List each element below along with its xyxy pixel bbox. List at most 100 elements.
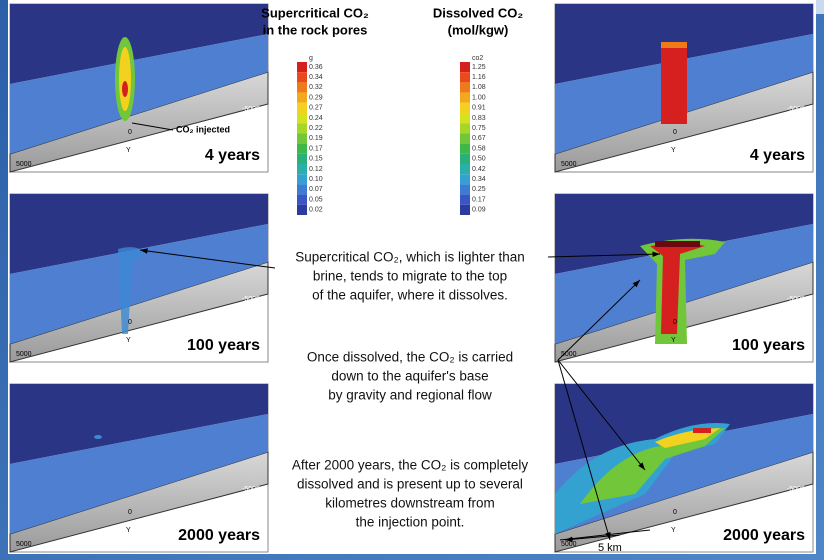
legend-label: 0.19 xyxy=(309,135,323,142)
axis-label: -5000 xyxy=(787,106,805,113)
legend-label: 0.25 xyxy=(472,186,486,193)
legend-label: 0.09 xyxy=(472,207,486,214)
legend-label: 0.36 xyxy=(309,64,323,71)
color-swatch xyxy=(297,184,307,194)
legend-label: 0.17 xyxy=(309,145,323,152)
legend-label: 0.32 xyxy=(309,84,323,91)
axis-label: 5000 xyxy=(561,161,577,168)
legend-title: (mol/kgw) xyxy=(448,22,509,37)
page: {"legends":[ {"title":["Supercritical CO… xyxy=(0,0,824,560)
legend-title: Dissolved CO₂ xyxy=(433,5,524,20)
color-swatch xyxy=(297,113,307,123)
color-swatch xyxy=(460,113,470,123)
figure: -5000 0 Y 5000 4 years -5000 0 Y 5000 100 years -5… xyxy=(0,0,824,560)
color-swatch xyxy=(460,184,470,194)
legend-label: 1.00 xyxy=(472,94,486,101)
axis-label: 5000 xyxy=(16,161,32,168)
axis-label: 0 xyxy=(673,509,677,516)
axis-label: Y xyxy=(671,147,676,154)
legend-label: 0.34 xyxy=(309,74,323,81)
axis-label: Y xyxy=(126,337,131,344)
plume xyxy=(655,241,700,247)
color-swatch xyxy=(460,82,470,92)
color-swatch xyxy=(297,103,307,113)
legend-label: 0.67 xyxy=(472,135,486,142)
axis-label: -5000 xyxy=(242,486,260,493)
color-swatch xyxy=(297,133,307,143)
color-swatch xyxy=(460,154,470,164)
color-swatch xyxy=(460,93,470,103)
legend-label: 0.91 xyxy=(472,105,486,112)
note: down to the aquifer's base xyxy=(331,369,488,384)
time-label: 100 years xyxy=(732,337,805,354)
legend-label: 0.42 xyxy=(472,166,486,173)
note: the injection point. xyxy=(356,515,465,530)
color-swatch xyxy=(297,154,307,164)
axis-label: 0 xyxy=(673,319,677,326)
legend-label: 0.22 xyxy=(309,125,323,132)
note: of the aquifer, where it dissolves. xyxy=(312,288,508,303)
color-swatch xyxy=(297,93,307,103)
note: After 2000 years, the CO₂ is completely xyxy=(292,458,529,473)
panel: -50000Y5000100 years xyxy=(555,194,813,362)
axis-label: 5000 xyxy=(16,541,32,548)
legend-label: 0.34 xyxy=(472,176,486,183)
legend-label: 0.27 xyxy=(309,105,323,112)
legend-label: 0.75 xyxy=(472,125,486,132)
color-swatch xyxy=(460,103,470,113)
note: Once dissolved, the CO₂ is carried xyxy=(307,350,513,365)
legend-label: 0.12 xyxy=(309,166,323,173)
note: by gravity and regional flow xyxy=(328,388,492,403)
legend-label: 0.29 xyxy=(309,94,323,101)
legend-label: 0.07 xyxy=(309,186,323,193)
axis-label: Y xyxy=(126,147,131,154)
axis-label: Y xyxy=(126,527,131,534)
scale-label: 5 km xyxy=(598,542,622,554)
legend-unit: co2 xyxy=(472,55,483,62)
axis-label: -5000 xyxy=(787,296,805,303)
color-swatch xyxy=(297,82,307,92)
axis-label: -5000 xyxy=(787,486,805,493)
legend-label: 1.16 xyxy=(472,74,486,81)
color-swatch xyxy=(460,205,470,215)
note: Supercritical CO₂, which is lighter than xyxy=(295,250,525,265)
note: kilometres downstream from xyxy=(325,496,495,511)
plume xyxy=(119,47,131,111)
axis-label: Y xyxy=(671,527,676,534)
axis-label: 0 xyxy=(128,319,132,326)
axis-label: Y xyxy=(671,337,676,344)
color-swatch xyxy=(460,72,470,82)
legend-title: Supercritical CO₂ xyxy=(261,5,369,20)
color-swatch xyxy=(460,133,470,143)
axis-label: 5000 xyxy=(16,351,32,358)
time-label: 4 years xyxy=(750,147,805,164)
color-swatch xyxy=(460,144,470,154)
legend-unit: g xyxy=(309,55,313,62)
plume xyxy=(693,428,711,433)
color-swatch xyxy=(297,174,307,184)
note: brine, tends to migrate to the top xyxy=(313,269,507,284)
time-label: 2000 years xyxy=(178,527,260,544)
legend-label: 0.50 xyxy=(472,156,486,163)
legend-label: 0.05 xyxy=(309,196,323,203)
axis-label: 0 xyxy=(128,129,132,136)
time-label: 2000 years xyxy=(723,527,805,544)
color-swatch xyxy=(460,62,470,72)
axis-label: 5000 xyxy=(561,541,577,548)
color-swatch xyxy=(460,195,470,205)
color-swatch xyxy=(297,123,307,133)
panel: -5000 0 Y 5000 2000 years xyxy=(555,384,813,552)
legend-label: 0.58 xyxy=(472,145,486,152)
note: dissolved and is present up to several xyxy=(297,477,523,492)
legend-label: 0.24 xyxy=(309,115,323,122)
legend-label: 0.83 xyxy=(472,115,486,122)
injected-label: CO₂ injected xyxy=(176,124,230,134)
color-swatch xyxy=(297,195,307,205)
color-swatch xyxy=(460,123,470,133)
legend-label: 0.10 xyxy=(309,176,323,183)
color-swatch xyxy=(297,164,307,174)
axis-label: -5000 xyxy=(242,106,260,113)
